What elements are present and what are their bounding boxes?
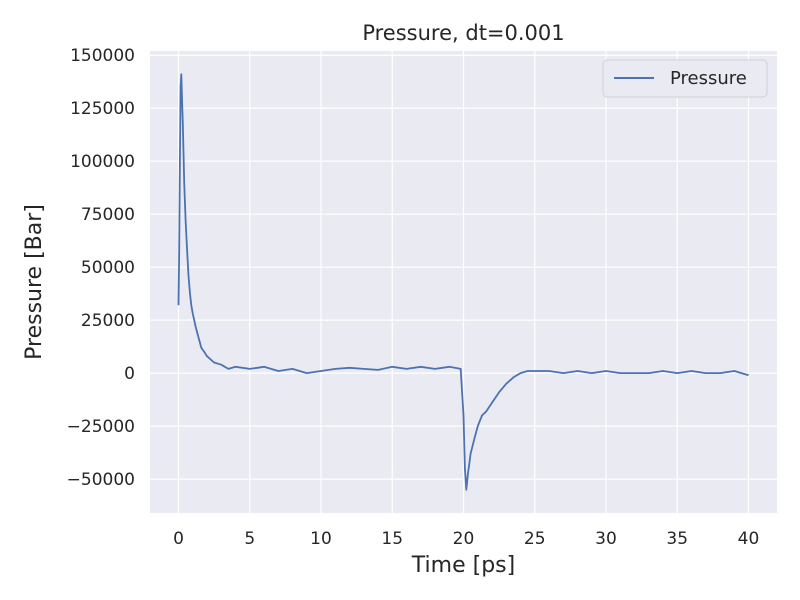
y-tick-label: 75000 [81, 205, 135, 225]
y-tick-label: 100000 [70, 152, 135, 172]
x-tick-label: 0 [173, 529, 184, 549]
y-tick-label: 125000 [70, 99, 135, 119]
y-tick-labels: −50000 −25000 0 25000 50000 75000 100000 125000… [67, 46, 135, 490]
y-tick-label: 150000 [70, 46, 135, 66]
y-tick-label: −25000 [67, 417, 135, 437]
chart-title: Pressure, dt=0.001 [362, 21, 564, 45]
legend-box [602, 59, 768, 98]
y-tick-label: −50000 [67, 470, 135, 490]
x-axis-label: Time [ps] [411, 553, 515, 578]
series-layer [177, 73, 749, 491]
x-tick-label: 20 [453, 529, 475, 549]
x-tick-label: 30 [595, 529, 617, 549]
x-tick-label: 10 [310, 529, 332, 549]
x-tick-label: 15 [381, 529, 403, 549]
legend-label-pressure: Pressure [670, 68, 747, 89]
y-tick-label: 25000 [81, 311, 135, 331]
x-tick-label: 5 [244, 529, 255, 549]
x-tick-labels: 0 5 10 15 20 25 30 35 40 [173, 529, 759, 549]
x-tick-label: 35 [666, 529, 688, 549]
series-line-pressure [177, 73, 749, 491]
y-axis-label: Pressure [Bar] [22, 204, 47, 360]
x-tick-label: 40 [738, 529, 760, 549]
x-tick-label: 25 [524, 529, 546, 549]
y-tick-label: 0 [124, 364, 135, 384]
y-tick-label: 50000 [81, 258, 135, 278]
legend: Pressure [602, 59, 768, 98]
